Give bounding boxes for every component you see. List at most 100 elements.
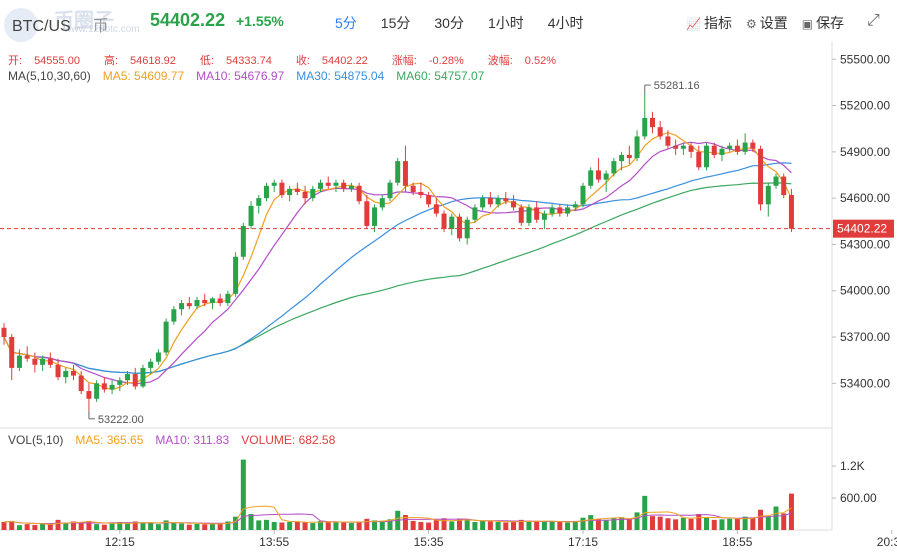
volume-bar [495,522,501,530]
price-tick-label: 55500.00 [840,52,890,66]
candle-body [549,207,555,214]
price-tick-label: 54300.00 [840,237,890,251]
volume-bar [619,517,625,530]
candle-body [402,161,408,186]
volume-bar [433,519,439,530]
candle-body [9,337,15,368]
volume-bar [626,519,632,530]
candle-body [348,185,354,189]
candle-body [580,185,586,205]
candle-body [341,182,347,189]
candle-body [673,145,679,149]
time-tick-label: 20:35 [877,535,897,549]
volume-bar [480,520,486,530]
candle-body [333,182,339,186]
volume-bar [611,518,617,530]
ohlc-legend: 开: 54555.00 高: 54618.92 低: 54333.74 收: 54402.22… [8,55,556,67]
max-price-label: 55281.16 [654,80,700,92]
candle-body [557,207,563,214]
candle-body [649,117,655,128]
candle-body [433,204,439,214]
fullscreen-icon[interactable]: ⤢ [867,12,880,29]
candle-body [395,161,401,183]
candle-body [727,145,733,149]
volume-bar [179,523,185,530]
volume-bar [263,519,269,530]
candle-body [588,170,594,186]
settings-button[interactable]: ⚙ 设置 [745,15,788,31]
volume-bar [565,522,571,530]
volume-bar [665,518,671,530]
volume-bar [549,521,555,530]
ma10-label: MA10: 54676.97 [196,69,285,83]
volume-bar [94,524,100,530]
indicator-button[interactable]: 📈 指标 [686,15,732,31]
candle-body [271,182,277,186]
tab-15min[interactable]: 15分 [380,15,411,31]
candle-body [364,201,370,226]
candle-body [595,170,601,180]
volume-bar [140,523,146,530]
tab-5min[interactable]: 5分 [335,15,357,31]
candle-body [788,195,794,229]
volume-bar [588,515,594,530]
candle-body [1,327,7,338]
volume-bar [541,522,547,530]
price-tick-label: 55200.00 [840,99,890,113]
candle-body [480,198,486,208]
candle-body [634,136,640,159]
volume-bar [773,506,779,530]
volume-bar [503,522,509,530]
volume-bar [557,522,563,530]
volume-bar [341,522,347,530]
candle-body [742,142,748,152]
volume-bar [765,516,771,530]
volume-bar [9,520,15,530]
open-value: 54555.00 [34,55,80,67]
volume-bar [526,520,532,530]
candle-body [758,148,764,205]
volume-bar [109,523,115,530]
high-value: 54618.92 [130,55,176,67]
candle-body [209,298,215,304]
last-price-tag-label: 54402.22 [837,222,887,236]
vol-title: VOL(5,10) [8,433,64,447]
watermark-logo-icon [4,8,38,42]
top-toolbar: 币圈子 www.120btc.com BTC/US 币 54402.22 +1.5… [0,0,897,42]
tab-30min[interactable]: 30分 [434,15,464,31]
vol-ma10-label: MA10: 311.83 [155,433,230,447]
tab-1hour[interactable]: 1小时 [487,15,524,31]
candle-body [711,145,717,155]
candle-body [186,303,192,307]
volume-bar [456,519,462,530]
candle-body [310,188,316,199]
candle-body [642,117,648,137]
candle-body [47,358,53,365]
volume-bar [217,523,223,530]
price-tick-label: 54000.00 [840,284,890,298]
price-tick-label: 53400.00 [840,376,890,390]
candle-body [704,145,710,168]
volume-bar [148,522,154,530]
volume-bar [441,518,447,530]
candle-body [418,191,424,196]
volume-bar [78,523,84,530]
candle-body [572,204,578,208]
symbol-label[interactable]: BTC/US 币 [12,18,109,35]
volume-bar [117,522,123,530]
volume-bar [758,509,764,530]
candle-body [171,309,177,322]
save-button[interactable]: ▣ 保存 [801,15,845,31]
tab-4hour[interactable]: 4小时 [547,15,584,31]
volume-bar [688,518,694,530]
watermark-url: www.120btc.com [64,24,140,35]
volume-bar [595,518,601,530]
volume-bar [449,521,455,530]
candle-body [248,205,254,226]
candle-body [294,188,300,192]
volume-bar [40,523,46,530]
volume-bar [279,522,285,530]
gear-icon: ⚙ [745,17,757,31]
volume-bar [704,517,710,530]
